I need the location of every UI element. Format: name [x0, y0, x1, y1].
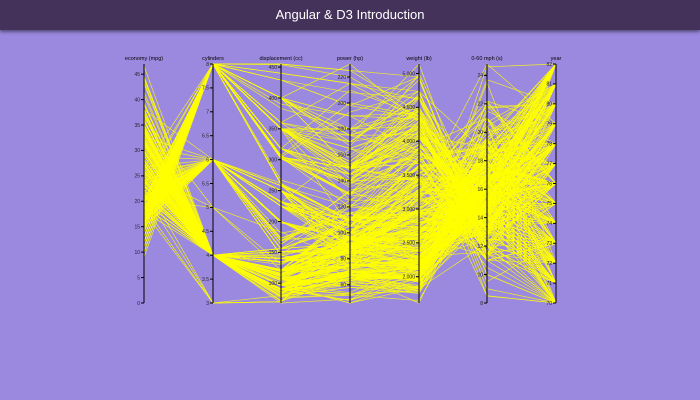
tick-label: 30 [134, 148, 140, 154]
tick-label: 70 [546, 301, 552, 307]
tick-label: 16 [477, 187, 483, 193]
tick-label: 350 [269, 127, 278, 133]
tick-label: 71 [546, 281, 552, 287]
chart-axes: 0 5 10 15 20 25 30 35 40 45 economy (mpg) 3 3.5 4 4.5 5… [125, 56, 562, 307]
tick-label: 7.5 [202, 86, 209, 92]
tick-label: 150 [269, 250, 278, 256]
tick-label: 5 [137, 275, 140, 281]
tick-label: 0 [137, 301, 140, 307]
tick-label: 5 [206, 205, 209, 211]
tick-label: 180 [338, 127, 347, 133]
axis-title[interactable]: economy (mpg) [125, 56, 163, 62]
tick-label: 160 [338, 153, 347, 159]
tick-label: 73 [546, 241, 552, 247]
tick-label: 5,000 [402, 71, 415, 77]
tick-label: 18 [477, 159, 483, 165]
tick-label: 74 [546, 221, 552, 227]
tick-label: 400 [269, 96, 278, 102]
axis-title[interactable]: weight (lb) [405, 56, 432, 62]
tick-label: 4,500 [402, 105, 415, 111]
tick-label: 8 [206, 62, 209, 68]
tick-label: 82 [546, 62, 552, 68]
tick-label: 5.5 [202, 181, 209, 187]
tick-label: 450 [269, 65, 278, 71]
axis-weight: 2,000 2,500 3,000 3,500 4,000 4,500 5,000 weigh… [402, 56, 432, 303]
tick-label: 3,000 [402, 207, 415, 213]
tick-label: 45 [134, 72, 140, 78]
tick-label: 3,500 [402, 173, 415, 179]
axis-title[interactable]: 0-60 mph (s) [471, 56, 502, 62]
tick-label: 100 [338, 231, 347, 237]
tick-label: 200 [338, 101, 347, 107]
tick-label: 72 [546, 261, 552, 267]
axis-power: 60 80 100 120 140 160 180 200 220 power (hp) [337, 56, 363, 303]
tick-label: 4.5 [202, 229, 209, 235]
tick-label: 78 [546, 141, 552, 147]
app-header: Angular & D3 Introduction [0, 0, 700, 30]
tick-label: 20 [477, 130, 483, 136]
tick-label: 35 [134, 123, 140, 129]
tick-label: 100 [269, 281, 278, 287]
tick-label: 250 [269, 188, 278, 194]
tick-label: 3.5 [202, 277, 209, 283]
tick-label: 20 [134, 199, 140, 205]
tick-label: 60 [340, 283, 346, 289]
tick-label: 80 [340, 257, 346, 263]
tick-label: 40 [134, 97, 140, 103]
tick-label: 4,000 [402, 139, 415, 145]
tick-label: 3 [206, 301, 209, 307]
tick-label: 79 [546, 122, 552, 128]
tick-label: 4 [206, 253, 209, 259]
tick-label: 25 [134, 174, 140, 180]
tick-label: 75 [546, 201, 552, 207]
tick-label: 14 [477, 215, 483, 221]
tick-label: 6.5 [202, 134, 209, 140]
tick-label: 12 [477, 244, 483, 250]
tick-label: 76 [546, 181, 552, 187]
tick-label: 300 [269, 158, 278, 164]
tick-label: 2,500 [402, 241, 415, 247]
tick-label: 15 [134, 225, 140, 231]
tick-label: 2,000 [402, 275, 415, 281]
axis-title[interactable]: cylinders [202, 56, 224, 62]
tick-label: 120 [338, 205, 347, 211]
tick-label: 22 [477, 102, 483, 108]
tick-label: 77 [546, 161, 552, 167]
tick-label: 220 [338, 75, 347, 81]
page-title: Angular & D3 Introduction [275, 7, 425, 22]
axis-title[interactable]: year [551, 56, 562, 62]
tick-label: 200 [269, 219, 278, 225]
tick-label: 10 [134, 250, 140, 256]
axis-accel: 8 10 12 14 16 18 20 22 24 0-60 mph (s) [471, 56, 502, 307]
tick-label: 7 [206, 110, 209, 116]
axis-title[interactable]: displacement (cc) [259, 56, 302, 62]
tick-label: 8 [480, 301, 483, 307]
axis-economy: 0 5 10 15 20 25 30 35 40 45 economy (mpg) [125, 56, 163, 307]
tick-label: 10 [477, 272, 483, 278]
tick-label: 6 [206, 157, 209, 163]
axis-displacement: 100 150 200 250 300 350 400 450 displacement (cc… [259, 56, 303, 303]
tick-label: 81 [546, 82, 552, 88]
tick-label: 140 [338, 179, 347, 185]
tick-label: 24 [477, 73, 483, 79]
tick-label: 80 [546, 102, 552, 108]
axis-title[interactable]: power (hp) [337, 56, 363, 62]
